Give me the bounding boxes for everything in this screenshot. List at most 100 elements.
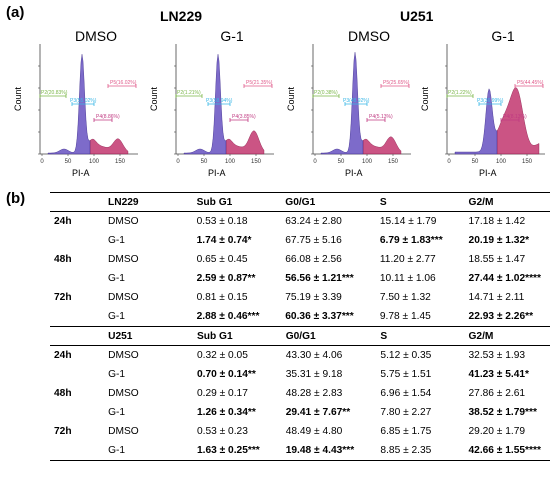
value-cell: 1.26 ± 0.34** (196, 407, 256, 418)
table-row: 72h DMSO 0.81 ± 0.15 75.19 ± 3.39 7.50 ± 1.3… (50, 288, 550, 307)
time-point-cell: 48h (54, 388, 72, 399)
x-tick-label: 150 (388, 159, 399, 165)
histogram-plot: 0 50 100 150 P2(1.21%) P3(58.94%) P4(3.85%) P5(… (174, 44, 274, 165)
value-cell: 22.93 ± 2.26** (468, 311, 534, 322)
value-cell: 42.66 ± 1.55**** (468, 445, 541, 456)
histogram-panel: DMSO 0 50 100 150 P2(0.38%) P3(48.92%) P4(5.13%… (283, 28, 413, 188)
condition-cell: DMSO (108, 388, 139, 399)
value-cell: 7.80 ± 2.27 (380, 407, 432, 418)
p2-gate-label: P2(0.38%) (314, 90, 338, 96)
time-point-cell (50, 403, 104, 422)
condition-cell: G-1 (108, 407, 126, 418)
table-row: G-1 1.74 ± 0.74* 67.75 ± 5.16 6.79 ± 1.83**… (50, 231, 550, 250)
value-cell: 14.71 ± 2.11 (468, 292, 525, 303)
value-cell: 43.30 ± 4.06 (285, 350, 343, 361)
histogram-title: G-1 (491, 28, 515, 44)
x-axis-label: PI-A (208, 168, 226, 178)
time-point-cell: 72h (54, 292, 72, 303)
table-row: 72h DMSO 0.53 ± 0.23 48.49 ± 4.80 6.85 ± 1.7… (50, 422, 550, 441)
cell-line-ln229-title: LN229 (160, 8, 203, 24)
column-header: S (380, 330, 388, 342)
condition-cell: DMSO (107, 292, 139, 303)
column-header: Sub G1 (196, 196, 233, 208)
g2-region-fill (362, 136, 402, 155)
x-tick-label: 100 (89, 159, 100, 165)
time-point-cell (50, 441, 104, 461)
g1-peak-fill (183, 54, 227, 155)
value-cell: 10.11 ± 1.06 (379, 273, 436, 284)
time-point-cell: 24h (54, 350, 72, 361)
x-tick-label: 50 (65, 159, 72, 165)
value-cell: 5.12 ± 0.35 (380, 350, 432, 361)
value-cell: 0.53 ± 0.23 (196, 426, 248, 437)
g2-region-fill (496, 87, 540, 155)
table-row: G-1 0.70 ± 0.14** 35.31 ± 9.18 5.75 ± 1.51 4… (50, 365, 550, 384)
p2-gate-label: P2(1.21%) (177, 90, 201, 96)
x-tick-label: 150 (115, 159, 126, 165)
condition-cell: G-1 (108, 369, 126, 380)
x-axis-label: PI-A (479, 168, 497, 178)
p5-gate-label: P5(16.02%) (110, 80, 137, 86)
histogram-plot: 0 50 100 150 P2(0.38%) P3(48.92%) P4(5.13%) P5(… (311, 44, 411, 165)
x-tick-label: 100 (362, 159, 373, 165)
column-header: G2/M (468, 330, 494, 342)
value-cell: 6.85 ± 1.75 (380, 426, 432, 437)
table-row: G-1 1.63 ± 0.25*** 19.48 ± 4.43*** 8.85 ± 2… (50, 441, 550, 461)
g1-peak-fill (320, 52, 364, 155)
value-cell: 38.52 ± 1.79*** (468, 407, 537, 418)
value-cell: 67.75 ± 5.16 (285, 235, 342, 246)
p2-gate-label: P2(20.83%) (41, 90, 68, 96)
value-cell: 56.56 ± 1.21*** (285, 273, 354, 284)
panel-a-label: (a) (6, 4, 25, 21)
condition-cell: DMSO (108, 350, 139, 361)
g1-peak-fill (454, 88, 498, 155)
p4-gate-label: P4(5.13%) (369, 114, 393, 120)
time-point-cell (50, 365, 104, 384)
condition-cell: G-1 (107, 273, 125, 284)
g1-peak-fill (47, 54, 91, 155)
value-cell: 60.36 ± 3.37*** (285, 311, 354, 322)
y-axis-label: Count (286, 86, 297, 112)
value-cell: 35.31 ± 9.18 (285, 369, 343, 380)
column-header: G2/M (468, 196, 494, 208)
x-tick-label: 150 (251, 159, 262, 165)
column-header: S (379, 196, 387, 208)
x-tick-label: 50 (201, 159, 208, 165)
time-point-cell: 72h (54, 426, 72, 437)
value-cell: 6.96 ± 1.54 (380, 388, 432, 399)
histogram-panel: G-1 0 50 100 150 P2(1.22%) P3(36.99%) P4(8.13%)… (417, 28, 547, 188)
histogram-title: DMSO (348, 28, 390, 44)
value-cell: 18.55 ± 1.47 (468, 254, 526, 265)
p3-gate-label: P3(58.94%) (206, 98, 233, 104)
time-point-cell (50, 269, 104, 288)
value-cell: 11.20 ± 2.77 (379, 254, 436, 265)
value-cell: 20.19 ± 1.32* (468, 235, 530, 246)
g2-region-fill (89, 138, 129, 155)
value-cell: 6.79 ± 1.83*** (379, 235, 443, 246)
table-row: G-1 2.88 ± 0.46*** 60.36 ± 3.37*** 9.78 ± 1… (50, 307, 550, 327)
value-cell: 8.85 ± 2.35 (380, 445, 432, 456)
value-cell: 63.24 ± 2.80 (285, 216, 342, 227)
column-header: Sub G1 (196, 330, 233, 342)
g2-region-fill (225, 130, 265, 155)
condition-cell: G-1 (107, 311, 125, 322)
table-row: G-1 1.26 ± 0.34** 29.41 ± 7.67** 7.80 ± 2.2… (50, 403, 550, 422)
panel-b-label: (b) (6, 190, 26, 207)
y-axis-label: Count (149, 86, 160, 112)
value-cell: 29.20 ± 1.79 (468, 426, 526, 437)
histogram-title: DMSO (75, 28, 117, 44)
p5-gate-label: P5(44.45%) (517, 80, 544, 86)
value-cell: 7.50 ± 1.32 (379, 292, 431, 303)
condition-cell: G-1 (107, 235, 125, 246)
cell-cycle-table-ln229: LN229 Sub G1 G0/G1 S G2/M 24h DMSO 0.53 ± 0.18 6… (50, 192, 550, 327)
value-cell: 66.08 ± 2.56 (285, 254, 342, 265)
table-row: 24h DMSO 0.32 ± 0.05 43.30 ± 4.06 5.12 ± 0.3… (50, 346, 550, 366)
cell-line-u251-title: U251 (400, 8, 434, 24)
x-tick-label: 100 (225, 159, 236, 165)
p4-gate-label: P4(8.86%) (96, 114, 120, 120)
time-point-cell (50, 231, 104, 250)
p4-gate-label: P4(8.13%) (503, 114, 527, 120)
value-cell: 17.18 ± 1.42 (468, 216, 526, 227)
condition-cell: DMSO (108, 426, 139, 437)
value-cell: 5.75 ± 1.51 (380, 369, 432, 380)
